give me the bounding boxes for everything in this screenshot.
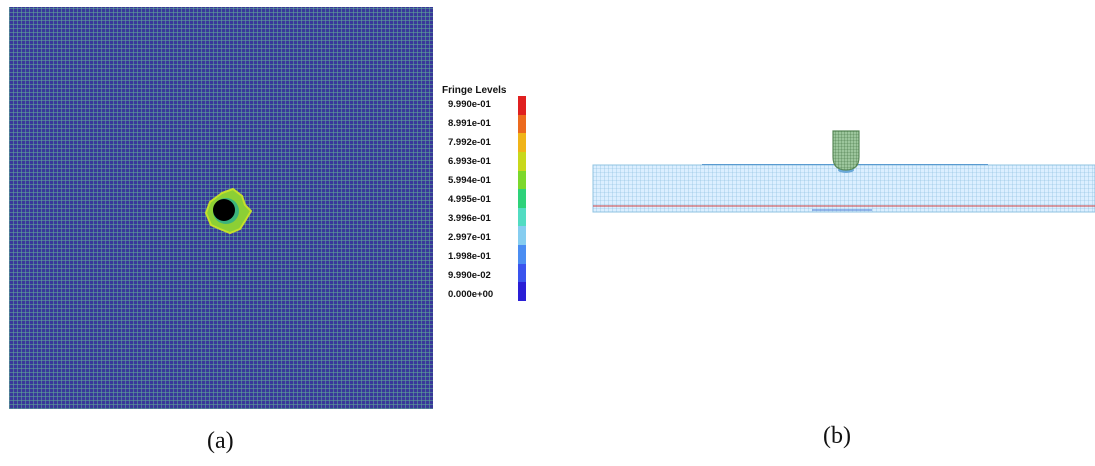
legend-label: 5.994e-01 [448,175,491,186]
legend-swatch [518,226,526,246]
side-view-panel [592,130,1095,213]
legend-label: 3.996e-01 [448,213,491,224]
legend-label: 0.000e+00 [448,289,494,300]
legend-label: 2.997e-01 [448,232,491,243]
legend-label: 7.992e-01 [448,137,491,148]
legend-label: 1.998e-01 [448,251,491,262]
legend-label: 4.995e-01 [448,194,491,205]
legend-color-bar [518,96,526,302]
legend-label: 8.991e-01 [448,118,491,129]
legend-swatch [518,263,526,283]
fringe-plot-panel [9,7,433,409]
caption-b: (b) [823,423,851,449]
legend-swatch [518,245,526,265]
legend-swatch [518,114,526,134]
legend-swatch [518,207,526,227]
legend-swatch [518,96,526,116]
legend-swatch [518,133,526,153]
legend-swatch [518,282,526,302]
impact-damage-zone [204,187,253,235]
perforation-hole [213,199,235,221]
legend-swatch [518,151,526,172]
caption-a: (a) [207,428,234,454]
legend-title: Fringe Levels [442,85,507,96]
projectile-mesh [833,131,859,170]
legend-label: 9.990e-02 [448,270,491,281]
legend-label: 9.990e-01 [448,99,491,110]
legend-swatch [518,189,526,209]
legend-swatch [518,170,526,190]
legend-label: 6.993e-01 [448,156,491,167]
